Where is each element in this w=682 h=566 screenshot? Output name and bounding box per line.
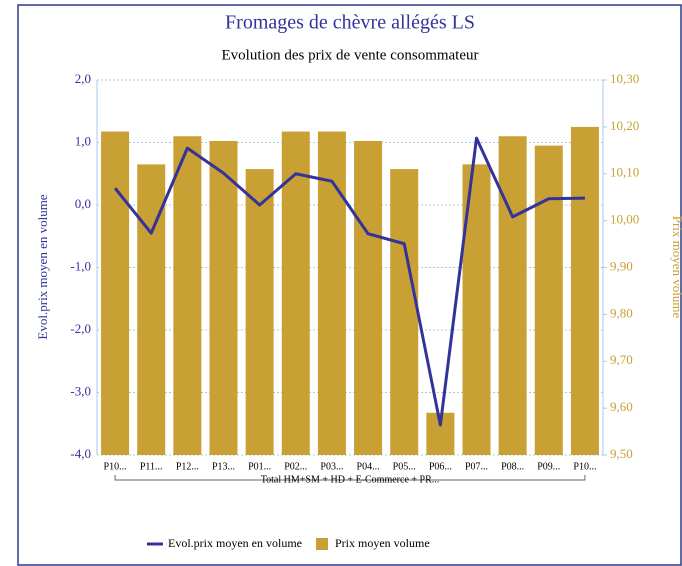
bar	[281, 131, 310, 455]
x-tick-label: P10...	[573, 461, 596, 472]
y2-tick-label: 9,70	[610, 352, 633, 367]
x-tick-label: P04...	[357, 461, 380, 472]
y2-tick-label: 9,90	[610, 258, 633, 273]
y-tick-label: -4,0	[70, 446, 91, 461]
y2-tick-label: 10,00	[610, 212, 639, 227]
x-tick-label: P11...	[140, 461, 163, 472]
legend-swatch	[315, 538, 328, 550]
y-tick-label: 1,0	[75, 133, 91, 148]
chart-subtitle: Evolution des prix de vente consommateur	[221, 47, 478, 63]
bar	[317, 131, 346, 455]
bar	[101, 131, 130, 455]
legend-label: Evol.prix moyen en volume	[168, 536, 302, 550]
x-tick-label: P02...	[284, 461, 307, 472]
x-tick-label: P13...	[212, 461, 235, 472]
y-tick-label: -3,0	[70, 383, 91, 398]
y2-axis-label: Prix moyen volume	[670, 216, 682, 319]
y2-tick-label: 10,10	[610, 165, 639, 180]
bar	[245, 169, 274, 455]
bar	[390, 169, 419, 455]
x-tick-label: P03...	[320, 461, 343, 472]
y2-tick-label: 9,60	[610, 399, 633, 414]
group-label: Total HM+SM + HD + E-Commerce + PR...	[261, 474, 440, 485]
y2-tick-label: 10,30	[610, 71, 639, 86]
legend-label: Prix moyen volume	[335, 536, 430, 550]
x-tick-label: P01...	[248, 461, 271, 472]
line	[113, 136, 585, 427]
bar	[570, 126, 599, 455]
x-tick-label: P08...	[501, 461, 524, 472]
bar	[498, 136, 527, 455]
y2-tick-label: 9,50	[610, 446, 633, 461]
x-tick-label: P06...	[429, 461, 452, 472]
y-tick-label: -2,0	[70, 321, 91, 336]
y-axis-label: Evol.prix moyen en volume	[35, 194, 50, 339]
bar	[209, 140, 238, 455]
x-tick-label: P09...	[537, 461, 560, 472]
x-tick-label: P12...	[176, 461, 199, 472]
x-tick-label: P10...	[104, 461, 127, 472]
y2-tick-label: 10,20	[610, 118, 639, 133]
x-tick-label: P05...	[393, 461, 416, 472]
y2-tick-label: 9,80	[610, 305, 633, 320]
bar	[354, 140, 383, 455]
bar	[534, 145, 563, 455]
group-bracket	[114, 475, 586, 481]
bar	[173, 136, 202, 455]
y-tick-label: 0,0	[75, 196, 91, 211]
y-tick-label: 2,0	[75, 71, 91, 86]
chart-title: Fromages de chèvre allégés LS	[225, 12, 475, 34]
x-tick-label: P07...	[465, 461, 488, 472]
y-tick-label: -1,0	[70, 258, 91, 273]
